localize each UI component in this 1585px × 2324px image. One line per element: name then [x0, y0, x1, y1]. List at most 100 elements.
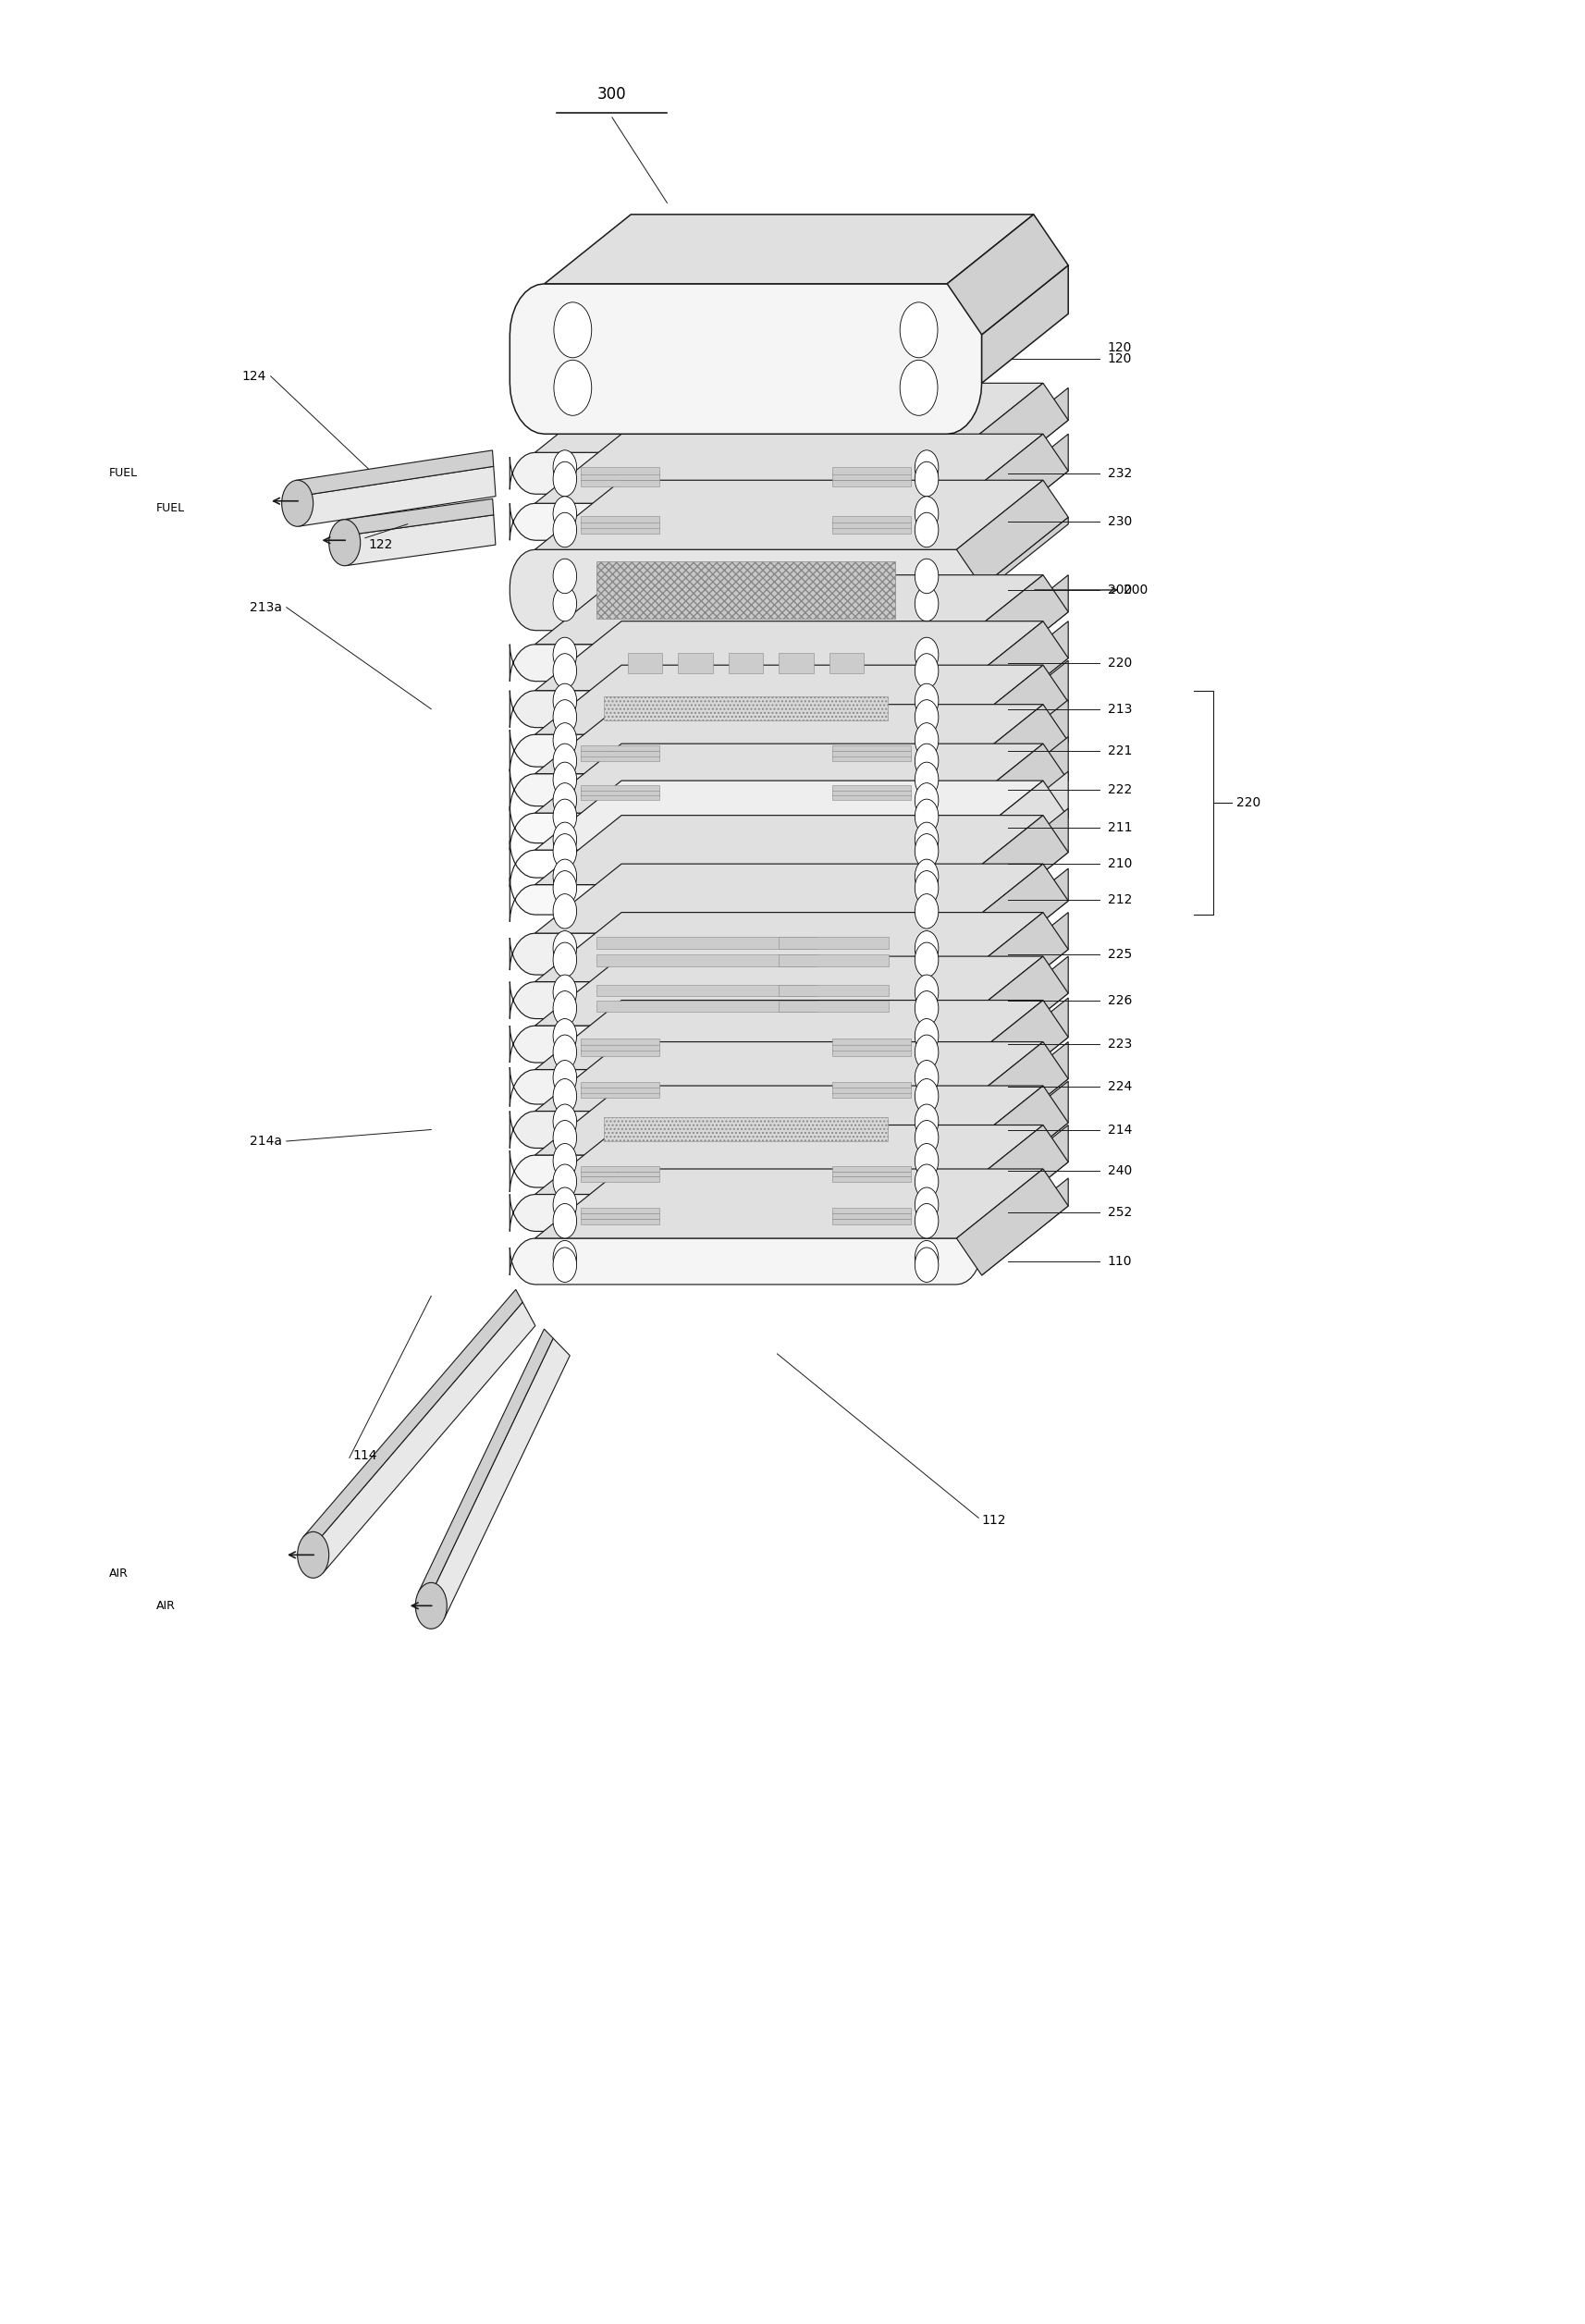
- Bar: [580, 1050, 659, 1055]
- Bar: [832, 1171, 910, 1176]
- Polygon shape: [981, 955, 1068, 1062]
- Circle shape: [553, 653, 577, 688]
- Text: 214a: 214a: [249, 1134, 282, 1148]
- Polygon shape: [534, 481, 1043, 548]
- Circle shape: [553, 1241, 577, 1276]
- Circle shape: [915, 834, 938, 869]
- Polygon shape: [981, 772, 1068, 888]
- Polygon shape: [981, 1125, 1068, 1232]
- Text: 220: 220: [1106, 655, 1132, 669]
- Polygon shape: [981, 737, 1068, 851]
- Polygon shape: [534, 383, 1043, 453]
- Circle shape: [915, 1204, 938, 1239]
- Circle shape: [553, 1120, 577, 1155]
- Bar: [580, 528, 659, 535]
- Polygon shape: [956, 665, 1068, 772]
- Circle shape: [553, 1034, 577, 1069]
- Polygon shape: [981, 913, 1068, 1018]
- Circle shape: [915, 514, 938, 546]
- Circle shape: [915, 1241, 938, 1276]
- Bar: [832, 1043, 910, 1050]
- Polygon shape: [509, 1111, 981, 1148]
- Circle shape: [915, 1034, 938, 1069]
- Polygon shape: [534, 665, 1043, 734]
- Circle shape: [915, 586, 938, 621]
- Bar: [580, 1218, 659, 1225]
- Circle shape: [915, 944, 938, 976]
- Polygon shape: [296, 467, 496, 525]
- Polygon shape: [534, 1085, 1043, 1155]
- Circle shape: [553, 637, 577, 672]
- Circle shape: [553, 1248, 577, 1283]
- Bar: [832, 1081, 910, 1088]
- Polygon shape: [981, 997, 1068, 1106]
- Polygon shape: [311, 1301, 536, 1573]
- Polygon shape: [981, 809, 1068, 923]
- Bar: [580, 1092, 659, 1097]
- Circle shape: [553, 723, 577, 758]
- Circle shape: [915, 558, 938, 593]
- Text: 122: 122: [368, 539, 393, 551]
- Circle shape: [553, 558, 577, 593]
- Polygon shape: [509, 1150, 981, 1192]
- Circle shape: [915, 1018, 938, 1053]
- Bar: [580, 746, 659, 751]
- Bar: [580, 516, 659, 523]
- Circle shape: [298, 1532, 328, 1578]
- Circle shape: [553, 1104, 577, 1139]
- Bar: [580, 1081, 659, 1088]
- Bar: [580, 1171, 659, 1176]
- Polygon shape: [956, 621, 1068, 727]
- Text: 210: 210: [1106, 858, 1132, 869]
- Bar: [832, 516, 910, 523]
- Bar: [832, 1176, 910, 1181]
- Bar: [778, 999, 889, 1011]
- Polygon shape: [956, 955, 1068, 1062]
- Polygon shape: [509, 453, 981, 495]
- Polygon shape: [956, 1125, 1068, 1232]
- Circle shape: [915, 700, 938, 734]
- Bar: [832, 1213, 910, 1220]
- Polygon shape: [426, 1339, 569, 1620]
- Text: FUEL: FUEL: [109, 467, 138, 479]
- Polygon shape: [956, 781, 1068, 888]
- Polygon shape: [956, 1041, 1068, 1148]
- Circle shape: [553, 1204, 577, 1239]
- Polygon shape: [981, 574, 1068, 681]
- Circle shape: [553, 497, 577, 532]
- Text: 214: 214: [1106, 1122, 1132, 1136]
- Text: 124: 124: [241, 370, 266, 383]
- Circle shape: [915, 762, 938, 797]
- Polygon shape: [509, 548, 981, 630]
- Polygon shape: [981, 388, 1068, 490]
- Polygon shape: [509, 806, 981, 851]
- Circle shape: [915, 872, 938, 906]
- Circle shape: [553, 1078, 577, 1113]
- Bar: [832, 1092, 910, 1097]
- Bar: [596, 953, 816, 967]
- Text: 211: 211: [1106, 823, 1132, 834]
- Bar: [778, 953, 889, 967]
- Circle shape: [915, 497, 938, 532]
- Bar: [580, 1088, 659, 1092]
- Bar: [580, 479, 659, 486]
- Bar: [596, 985, 816, 995]
- Text: 114: 114: [352, 1450, 377, 1462]
- Circle shape: [915, 783, 938, 818]
- Circle shape: [899, 302, 937, 358]
- Polygon shape: [534, 955, 1043, 1025]
- Circle shape: [915, 462, 938, 497]
- Circle shape: [915, 1143, 938, 1178]
- Circle shape: [915, 860, 938, 895]
- Bar: [832, 1039, 910, 1046]
- Bar: [628, 653, 663, 674]
- Circle shape: [915, 1060, 938, 1095]
- Text: 112: 112: [981, 1513, 1005, 1527]
- Polygon shape: [956, 999, 1068, 1106]
- Bar: [580, 523, 659, 528]
- Circle shape: [915, 744, 938, 779]
- Circle shape: [915, 1164, 938, 1199]
- Polygon shape: [303, 1290, 523, 1550]
- Circle shape: [915, 990, 938, 1025]
- Bar: [580, 1208, 659, 1213]
